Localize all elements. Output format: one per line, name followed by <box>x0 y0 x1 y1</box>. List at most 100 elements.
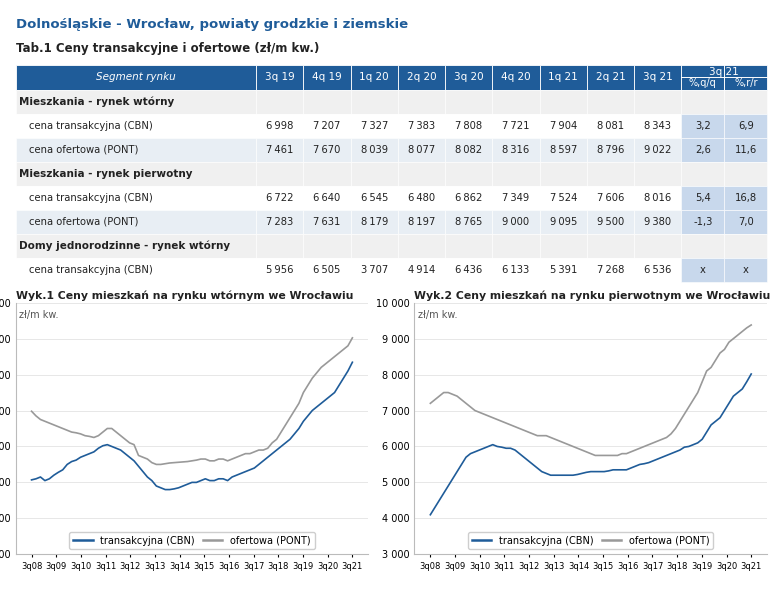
Bar <box>587 89 634 114</box>
Text: 7 721: 7 721 <box>502 120 529 131</box>
Text: 8 597: 8 597 <box>549 145 577 155</box>
Bar <box>16 89 256 114</box>
Text: cena ofertowa (PONT): cena ofertowa (PONT) <box>29 145 139 155</box>
Bar <box>634 234 681 258</box>
Bar <box>587 138 634 162</box>
Bar <box>725 66 767 89</box>
Text: 7 631: 7 631 <box>313 217 341 227</box>
Text: cena transakcyjna (CBN): cena transakcyjna (CBN) <box>29 120 153 131</box>
Bar <box>587 114 634 138</box>
Legend: transakcyjna (CBN), ofertowa (PONT): transakcyjna (CBN), ofertowa (PONT) <box>69 532 315 550</box>
Bar <box>398 234 445 258</box>
Text: 3q 20: 3q 20 <box>454 73 484 82</box>
Text: 6 640: 6 640 <box>313 193 340 203</box>
Bar <box>681 138 725 162</box>
Text: 6 862: 6 862 <box>455 193 482 203</box>
Bar <box>725 138 767 162</box>
Text: Wyk.1 Ceny mieszkań na rynku wtórnym we Wrocławiu: Wyk.1 Ceny mieszkań na rynku wtórnym we … <box>16 290 353 300</box>
Text: 8 343: 8 343 <box>644 120 671 131</box>
Text: 2,6: 2,6 <box>695 145 711 155</box>
Bar <box>725 186 767 210</box>
Bar <box>681 89 725 114</box>
Text: 7 808: 7 808 <box>455 120 482 131</box>
Text: Segment rynku: Segment rynku <box>96 73 176 82</box>
Text: 8 082: 8 082 <box>455 145 482 155</box>
Bar <box>16 234 256 258</box>
Text: Domy jednorodzinne - rynek wtórny: Domy jednorodzinne - rynek wtórny <box>19 241 230 251</box>
Text: 7 327: 7 327 <box>360 120 388 131</box>
Bar <box>492 258 539 282</box>
Bar <box>587 258 634 282</box>
Bar <box>492 210 539 234</box>
Text: 7 383: 7 383 <box>408 120 435 131</box>
Bar <box>681 114 725 138</box>
Text: cena transakcyjna (CBN): cena transakcyjna (CBN) <box>29 193 153 203</box>
Bar <box>445 66 492 89</box>
Text: 4q 19: 4q 19 <box>312 73 342 82</box>
Bar <box>587 162 634 186</box>
Text: 4q 20: 4q 20 <box>501 73 531 82</box>
Text: 1q 21: 1q 21 <box>549 73 578 82</box>
Bar <box>492 186 539 210</box>
Text: 5 956: 5 956 <box>266 265 294 275</box>
Bar <box>681 66 725 89</box>
Text: 3,2: 3,2 <box>695 120 711 131</box>
Bar <box>398 114 445 138</box>
Bar <box>256 210 303 234</box>
Bar <box>681 234 725 258</box>
Text: 6 722: 6 722 <box>266 193 294 203</box>
Text: 7 524: 7 524 <box>549 193 577 203</box>
Bar <box>725 89 767 114</box>
Bar <box>587 66 634 89</box>
Bar <box>303 89 350 114</box>
Bar <box>634 138 681 162</box>
Bar <box>725 162 767 186</box>
Text: 8 179: 8 179 <box>360 217 388 227</box>
Bar <box>350 186 398 210</box>
Bar <box>398 138 445 162</box>
Text: 3q 21: 3q 21 <box>642 73 673 82</box>
Text: 16,8: 16,8 <box>735 193 757 203</box>
Bar <box>634 258 681 282</box>
Text: zł/m kw.: zł/m kw. <box>19 311 59 320</box>
Text: cena transakcyjna (CBN): cena transakcyjna (CBN) <box>29 265 153 275</box>
Text: 8 016: 8 016 <box>644 193 671 203</box>
Bar <box>350 66 398 89</box>
Bar <box>256 114 303 138</box>
Text: 6 133: 6 133 <box>502 265 529 275</box>
Bar <box>303 66 350 89</box>
Bar <box>398 186 445 210</box>
Bar <box>303 138 350 162</box>
Bar <box>681 186 725 210</box>
Text: 5 391: 5 391 <box>549 265 577 275</box>
Bar <box>539 186 587 210</box>
Bar <box>634 210 681 234</box>
Bar <box>16 210 256 234</box>
Bar <box>587 186 634 210</box>
Bar <box>587 210 634 234</box>
Bar <box>303 114 350 138</box>
Bar <box>725 114 767 138</box>
Bar <box>492 89 539 114</box>
Bar <box>492 234 539 258</box>
Text: 6,9: 6,9 <box>738 120 754 131</box>
Bar <box>539 66 587 89</box>
Bar <box>492 114 539 138</box>
Bar <box>539 138 587 162</box>
Bar <box>256 162 303 186</box>
Bar <box>681 210 725 234</box>
Bar <box>539 234 587 258</box>
Bar <box>16 138 256 162</box>
Bar <box>256 234 303 258</box>
Text: Mieszkania - rynek pierwotny: Mieszkania - rynek pierwotny <box>19 169 193 179</box>
Text: 5,4: 5,4 <box>695 193 711 203</box>
Text: Dolnośląskie - Wrocław, powiaty grodzkie i ziemskie: Dolnośląskie - Wrocław, powiaty grodzkie… <box>16 18 408 31</box>
Bar <box>350 89 398 114</box>
Text: 7 461: 7 461 <box>266 145 294 155</box>
Text: 7 268: 7 268 <box>597 265 624 275</box>
Bar <box>398 162 445 186</box>
Text: 1q 20: 1q 20 <box>360 73 389 82</box>
Bar <box>634 66 681 89</box>
Bar <box>350 258 398 282</box>
Text: 2q 20: 2q 20 <box>407 73 436 82</box>
